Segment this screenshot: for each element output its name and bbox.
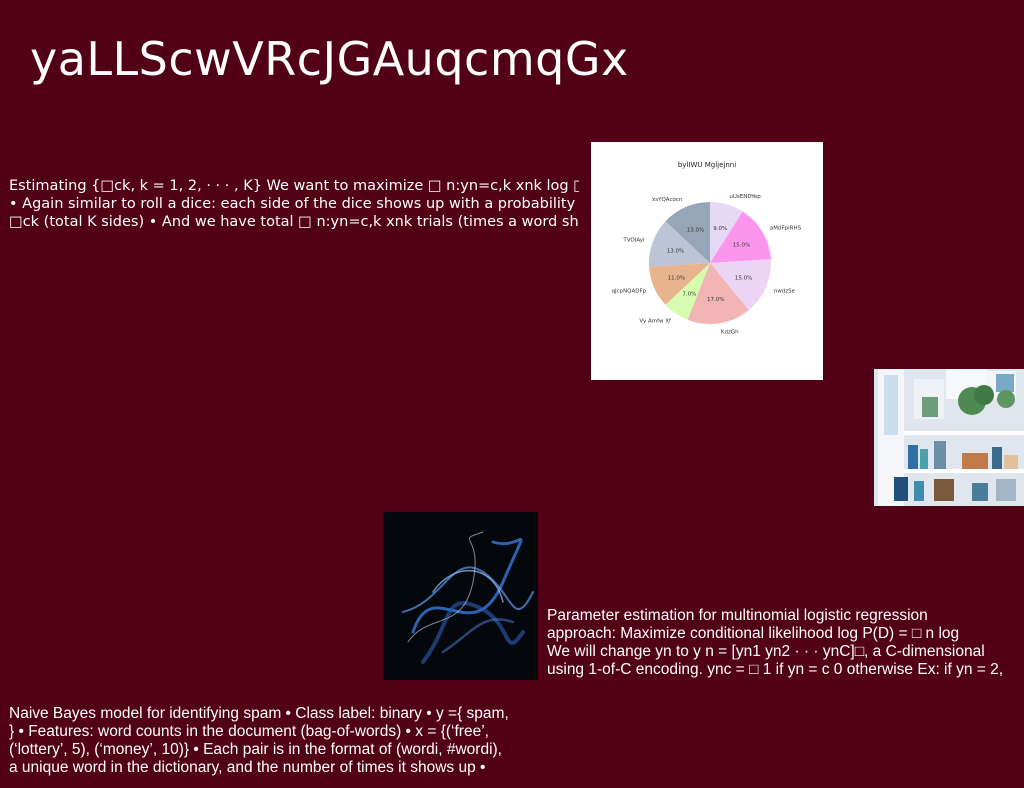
parameter-estimation-text-block: Parameter estimation for multinomial log… <box>547 607 1024 679</box>
pie-chart-figure: bylIWU Mgljejnni 9.0% 15.0% 15.0% 17.0% 7.0%… <box>591 142 823 380</box>
pie-slice-label: qjcpNQADFp <box>612 289 647 295</box>
text-line: using 1-of-C encoding. ync = □ 1 if yn =… <box>547 661 1004 678</box>
pie-slice <box>710 259 771 311</box>
pie-slice-label: KdzGh <box>721 330 739 336</box>
text-line: approach: Maximize conditional likelihoo… <box>547 625 960 642</box>
blue-smoke-photo <box>383 512 538 680</box>
shelf-room-photo <box>874 369 1024 506</box>
shelf-room-illustration <box>874 369 1024 506</box>
naive-bayes-text-block: Naive Bayes model for identifying spam •… <box>9 705 529 777</box>
pie-percent-label: 15.0% <box>733 242 750 248</box>
pie-slice <box>687 263 749 324</box>
pie-slice-label: TVOIAyl <box>622 237 645 243</box>
pie-percent-label: 7.0% <box>682 291 696 297</box>
pie-percent-label: 17.0% <box>707 297 724 303</box>
text-line: (‘lottery’, 5), (‘money’, 10)} • Each pa… <box>9 741 502 758</box>
pie-slice <box>710 211 771 263</box>
pie-slice-label: uUsENDYep <box>729 194 761 200</box>
pie-slice-label: nwdzSe <box>774 289 796 295</box>
text-line: a unique word in the dictionary, and the… <box>9 759 486 776</box>
slide-title: yaLLScwVRcJGAuqcmqGx <box>30 32 629 86</box>
text-line: } • Features: word counts in the documen… <box>9 723 489 740</box>
text-line: Naive Bayes model for identifying spam •… <box>9 705 509 722</box>
text-line: □ck (total K sides) • And we have total … <box>9 214 579 230</box>
pie-slice <box>710 202 743 263</box>
pie-chart: bylIWU Mgljejnni 9.0% 15.0% 15.0% 17.0% 7.0%… <box>612 161 802 336</box>
pie-percent-label: 13.0% <box>667 249 684 255</box>
pie-percent-label: 9.0% <box>713 226 727 232</box>
text-line: We will change yn to y n = [yn1 yn2 · · … <box>547 643 985 660</box>
pie-slice-label: Vy Amfw Xf <box>639 319 672 325</box>
text-line: Estimating {□ck, k = 1, 2, · · · , K} We… <box>9 178 579 194</box>
pie-slice-label: aMdFpiRHS <box>770 226 802 232</box>
smoke-illustration <box>383 512 538 680</box>
pie-slice <box>649 221 710 267</box>
pie-slice <box>665 202 710 263</box>
pie-percent-label: 11.0% <box>668 276 685 282</box>
text-line: Parameter estimation for multinomial log… <box>547 607 928 624</box>
pie-percent-label: 13.0% <box>687 227 704 233</box>
estimating-text-block: Estimating {□ck, k = 1, 2, · · · , K} We… <box>9 177 579 231</box>
pie-percent-label: 15.0% <box>735 276 752 282</box>
pie-slice-label: xsYQAcocn <box>652 197 683 203</box>
pie-slice <box>665 263 710 320</box>
text-line: • Again similar to roll a dice: each sid… <box>9 196 576 212</box>
pie-chart-title: bylIWU Mgljejnni <box>678 161 736 169</box>
pie-slice <box>649 263 710 305</box>
